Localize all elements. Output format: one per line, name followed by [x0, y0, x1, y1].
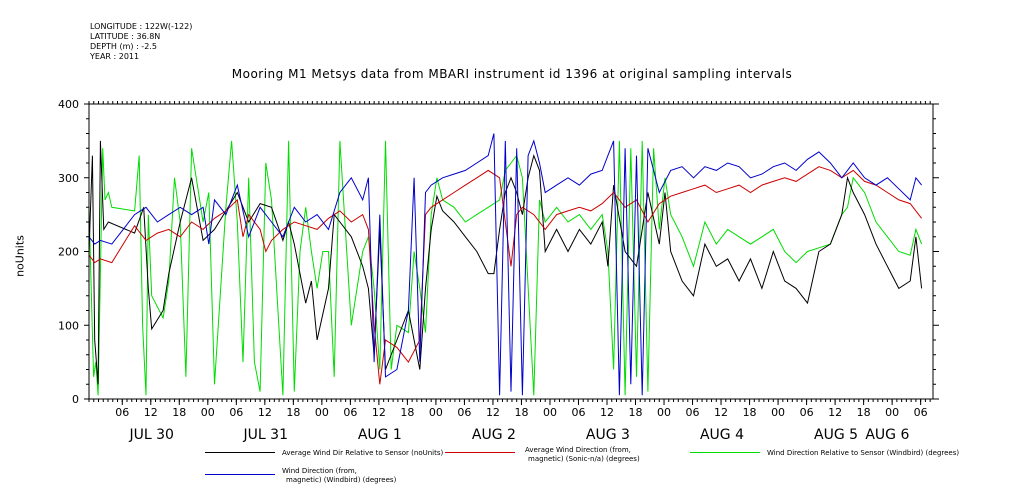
legend-label-avg-wind-direction-line2: magnetic) (Sonic-n/a) (degrees): [528, 455, 640, 463]
x-hour-label: 18: [743, 406, 757, 419]
x-hour-label: 12: [144, 406, 158, 419]
x-hour-label: 18: [857, 406, 871, 419]
x-hour-label: 06: [115, 406, 129, 419]
x-hour-label: 12: [600, 406, 614, 419]
x-hour-label: 06: [686, 406, 700, 419]
series-line-wind-direction-windbird: [89, 133, 922, 396]
x-hour-label: 06: [914, 406, 928, 419]
x-hour-label: 00: [543, 406, 557, 419]
metadata-block: LONGITUDE : 122W(-122) LATITUDE : 36.8N …: [90, 22, 192, 62]
x-date-label: AUG 6: [865, 427, 909, 443]
x-date-label: JUL 31: [243, 427, 288, 443]
x-hour-label: 00: [771, 406, 785, 419]
legend-label-windbird-relative: Wind Direction Relative to Sensor (Windb…: [767, 449, 960, 457]
series-line-windbird-relative: [89, 140, 923, 396]
x-date-label: AUG 2: [472, 427, 516, 443]
legend-swatch-black: [205, 452, 275, 453]
x-hour-label: 00: [429, 406, 443, 419]
longitude-text: LONGITUDE : 122W(-122): [90, 22, 193, 31]
x-date-label: JUL 30: [129, 427, 174, 443]
x-hour-label: 06: [457, 406, 471, 419]
y-tick-label: 200: [58, 246, 79, 259]
x-hour-label: 18: [400, 406, 414, 419]
year-text: YEAR : 2011: [90, 52, 140, 61]
x-hour-label: 06: [800, 406, 814, 419]
legend-label-avg-wind-dir-relative: Average Wind Dir Relative to Sensor (noU…: [282, 449, 444, 457]
x-hour-label: 00: [885, 406, 899, 419]
x-hour-label: 06: [343, 406, 357, 419]
x-date-label: AUG 3: [586, 427, 630, 443]
legend-label-wind-direction-windbird-line2: magnetic) (Windbird) (degrees): [286, 476, 397, 484]
series-line-avg-wind-direction: [89, 166, 922, 385]
plot-frame: [88, 103, 934, 400]
x-hour-label: 06: [571, 406, 585, 419]
x-hour-label: 12: [486, 406, 500, 419]
x-hour-label: 12: [372, 406, 386, 419]
legend-label-wind-direction-windbird-line1: Wind Direction (from,: [282, 467, 357, 475]
x-hour-label: 18: [514, 406, 528, 419]
x-hour-label: 12: [828, 406, 842, 419]
y-tick-label: 100: [58, 319, 79, 332]
x-hour-label: 18: [172, 406, 186, 419]
x-hour-label: 00: [201, 406, 215, 419]
x-hour-label: 18: [629, 406, 643, 419]
x-hour-label: 18: [286, 406, 300, 419]
depth-text: DEPTH (m) : -2.5: [90, 42, 157, 51]
chart-title: Mooring M1 Metsys data from MBARI instru…: [231, 67, 793, 81]
y-tick-label: 0: [72, 393, 79, 406]
x-date-label: AUG 4: [700, 427, 744, 443]
x-hour-label: 06: [229, 406, 243, 419]
legend-swatch-red: [445, 452, 515, 453]
x-hour-label: 00: [315, 406, 329, 419]
y-tick-label: 300: [58, 172, 79, 185]
latitude-text: LATITUDE : 36.8N: [90, 32, 161, 41]
legend-swatch-green: [690, 452, 760, 453]
x-hour-label: 12: [714, 406, 728, 419]
x-date-label: AUG 1: [358, 427, 402, 443]
y-tick-label: 400: [58, 98, 79, 111]
x-hour-label: 12: [258, 406, 272, 419]
legend-swatch-blue: [205, 474, 275, 475]
x-date-label: AUG 5: [814, 427, 858, 443]
legend-label-avg-wind-direction-line1: Average Wind Direction (from,: [525, 446, 631, 454]
x-hour-label: 00: [657, 406, 671, 419]
